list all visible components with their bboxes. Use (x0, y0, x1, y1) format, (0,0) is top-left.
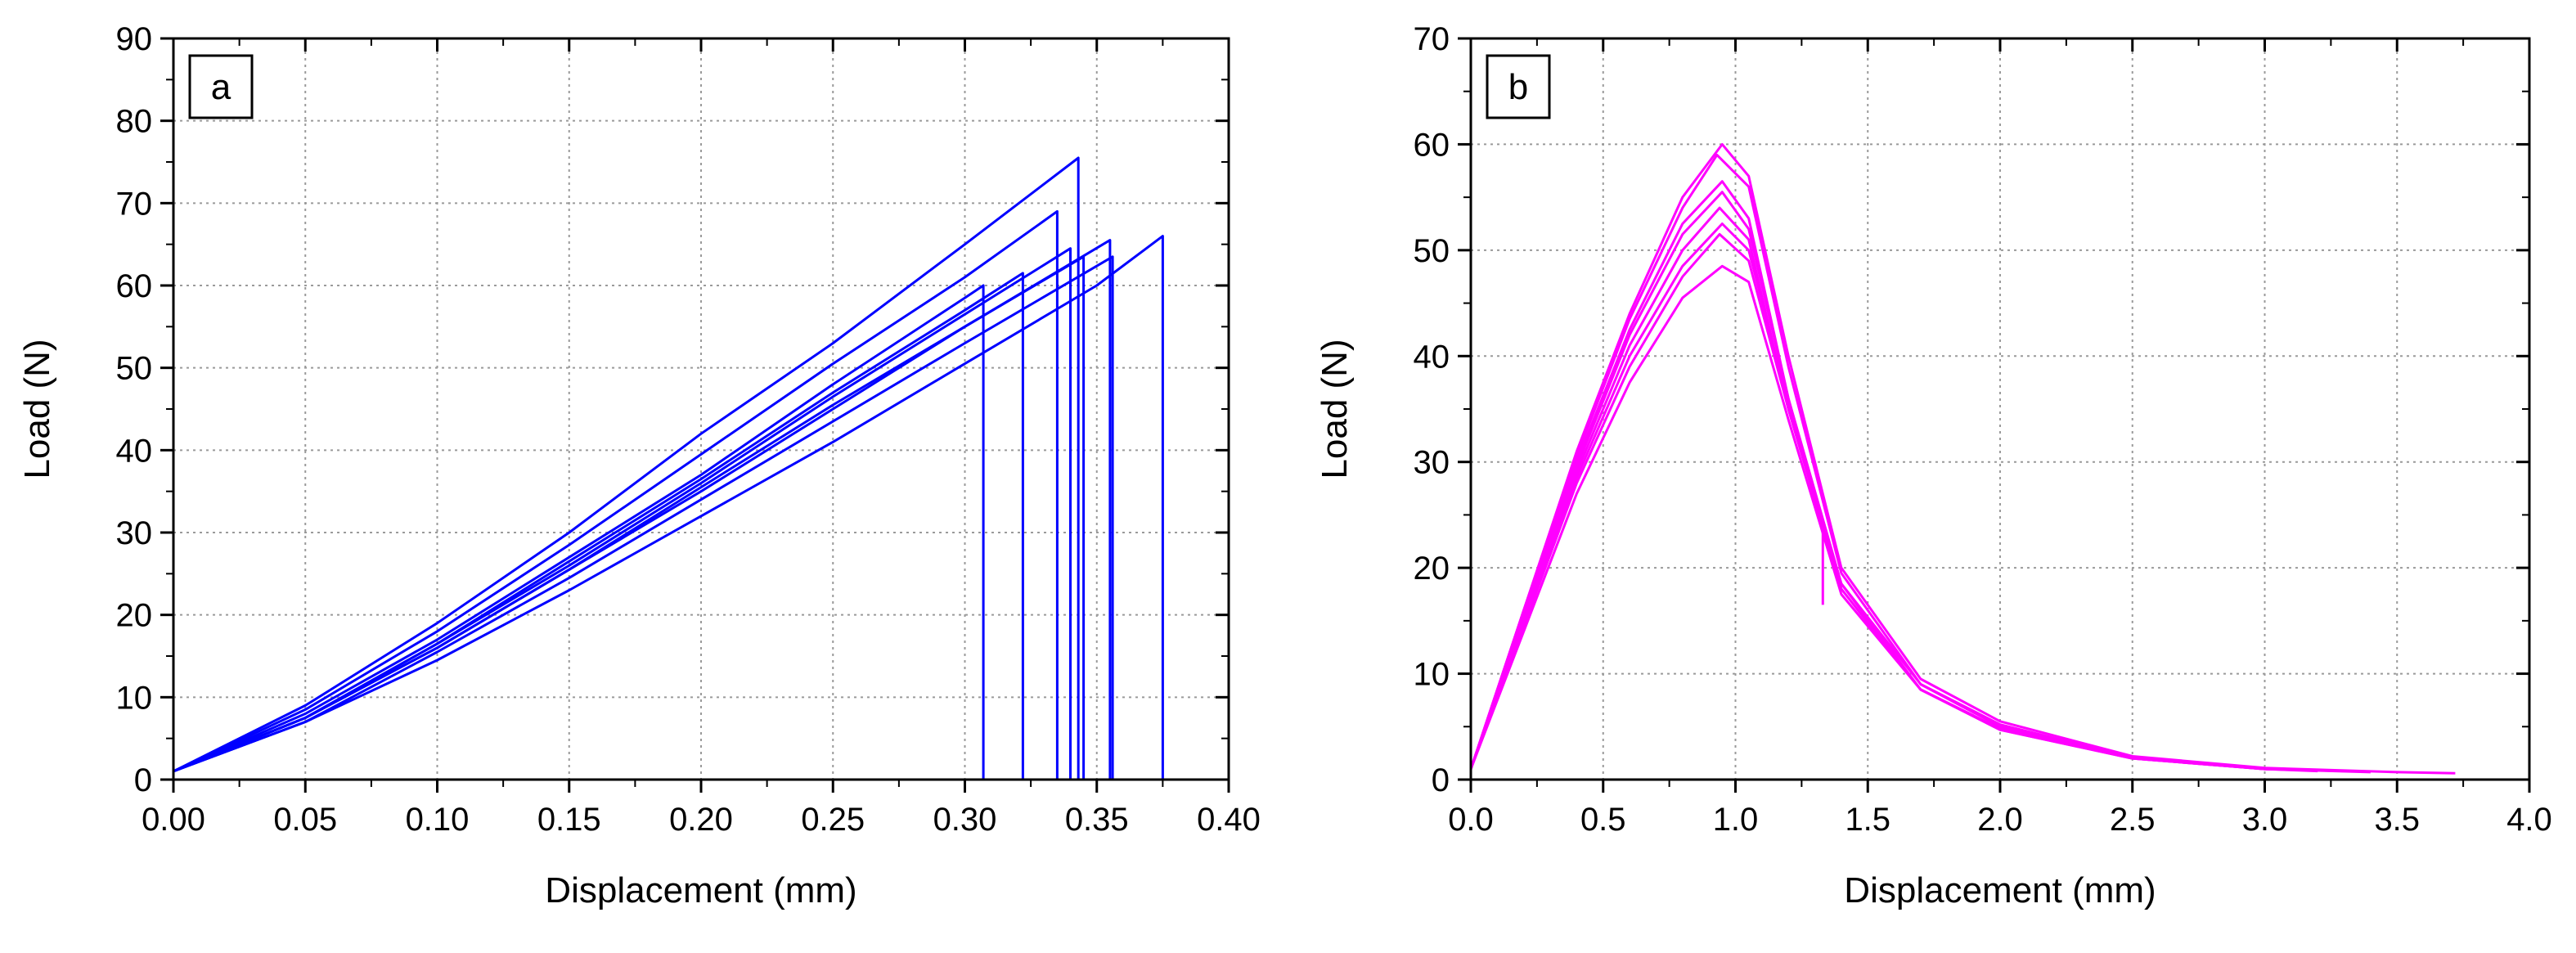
y-tick-label: 50 (116, 351, 153, 387)
x-tick-label: 0.40 (1197, 802, 1261, 838)
series-group (173, 156, 1164, 780)
y-tick-label: 20 (1414, 551, 1450, 587)
x-tick-label: 0.0 (1448, 802, 1494, 838)
panel-label-box (1486, 54, 1551, 119)
series-group (1471, 142, 2456, 775)
chart-panel-b: 0.0 0.5 1.0 1.5 2.0 2.5 3.0 3.5 4.0 0 10 20 30 40 50 60… (1315, 21, 2552, 910)
series-line-6 (173, 255, 1086, 780)
x-tick-label: 0.20 (669, 802, 733, 838)
series-line-6 (1471, 223, 2133, 770)
x-tick-label: 2.5 (2110, 802, 2156, 838)
x-tick-label: 4.0 (2506, 802, 2552, 838)
x-tick-label: 0.05 (273, 802, 337, 838)
series-line-5 (1471, 206, 2265, 771)
y-tick-label: 70 (116, 186, 153, 222)
panel-label: a (211, 67, 232, 107)
series-line-3 (1471, 180, 2344, 773)
x-tick-label: 0.25 (801, 802, 865, 838)
y-tick-label: 30 (1414, 445, 1450, 481)
panel-label: b (1508, 67, 1528, 107)
series-line-3 (173, 284, 985, 780)
y-tick-label: 90 (116, 21, 153, 57)
y-axis-title: Load (N) (17, 339, 57, 479)
x-tick-label: 1.5 (1845, 802, 1890, 838)
x-tick-label: 0.35 (1065, 802, 1129, 838)
x-tick-label: 1.0 (1713, 802, 1759, 838)
panel-label-box (188, 54, 254, 119)
x-tick-label: 0.10 (406, 802, 470, 838)
x-tick-label: 3.5 (2374, 802, 2420, 838)
x-tick-label: 0.15 (537, 802, 601, 838)
y-tick-label: 20 (116, 598, 153, 634)
y-tick-label: 10 (1414, 657, 1450, 693)
x-tick-label: 2.0 (1977, 802, 2023, 838)
y-tick-label: 80 (116, 104, 153, 140)
x-tick-label: 0.30 (933, 802, 997, 838)
y-tick-label: 60 (116, 268, 153, 304)
y-tick-label: 0 (134, 762, 152, 798)
series-line-8 (1471, 264, 2318, 773)
x-tick-label: 0.5 (1580, 802, 1626, 838)
chart-panel-a: 0.00 0.05 0.10 0.15 0.20 0.25 0.30 0.35 0.40 0 10 2… (17, 21, 1261, 910)
y-tick-label: 10 (116, 680, 153, 716)
y-tick-label: 40 (116, 433, 153, 469)
x-tick-label: 0.00 (142, 802, 205, 838)
y-tick-label: 60 (1414, 127, 1450, 163)
series-line-9 (173, 235, 1164, 780)
series-line-7 (173, 239, 1112, 780)
y-axis-title: Load (N) (1315, 339, 1355, 479)
series-line-1 (1471, 142, 2456, 775)
y-tick-label: 40 (1414, 339, 1450, 375)
series-line-2 (173, 209, 1059, 780)
y-tick-label: 0 (1432, 762, 1450, 798)
series-line-8 (173, 255, 1114, 780)
series-line-1 (173, 156, 1080, 780)
y-tick-label: 70 (1414, 21, 1450, 57)
x-axis-title: Displacement (mm) (545, 870, 856, 910)
x-tick-label: 3.0 (2242, 802, 2288, 838)
x-axis-title: Displacement (mm) (1844, 870, 2156, 910)
y-tick-label: 50 (1414, 233, 1450, 269)
y-tick-label: 30 (116, 515, 153, 551)
